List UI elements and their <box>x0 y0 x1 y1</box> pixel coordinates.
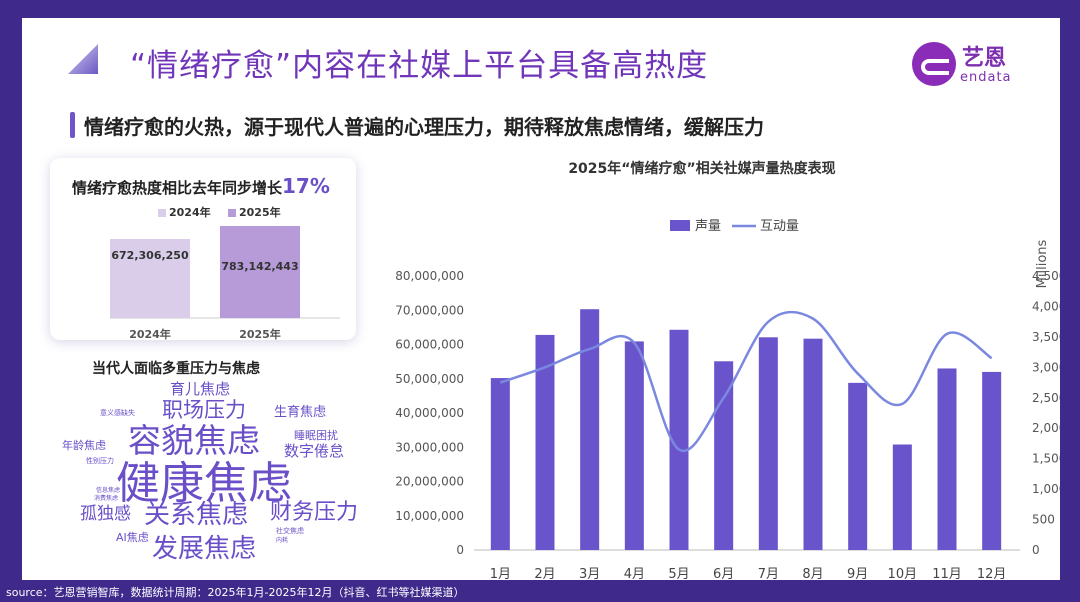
logo-cn-text: 艺恩 <box>962 46 1007 71</box>
volume-bar <box>490 378 510 550</box>
word-cloud-word: 财务压力 <box>270 500 359 525</box>
x-tick-label: 5月 <box>668 567 689 580</box>
y-right-tick-label: 2,000 <box>1032 421 1060 435</box>
growth-bar-chart: 672,306,250 2024年 783,142,443 2025年 <box>110 225 340 340</box>
legend-label-interaction: 互动量 <box>760 219 799 234</box>
word-cloud-word: 睡眠困扰 <box>294 429 338 442</box>
volume-bar <box>892 444 912 550</box>
y-right-tick-label: 4,500 <box>1032 269 1060 283</box>
y-right-tick-label: 2,500 <box>1032 391 1060 405</box>
volume-bar <box>624 341 644 550</box>
word-cloud-word: 职场压力 <box>162 398 246 422</box>
x-tick-label: 4月 <box>624 567 645 580</box>
word-cloud-word: 性别压力 <box>86 457 114 465</box>
volume-bar <box>714 361 734 550</box>
y-left-tick-label: 70,000,000 <box>395 303 464 317</box>
endata-e-icon <box>912 42 956 86</box>
word-cloud-word: 消费焦虑 <box>94 495 119 502</box>
word-cloud-word: AI焦虑 <box>116 531 149 544</box>
x-tick-label: 11月 <box>932 567 962 580</box>
volume-bar <box>848 382 868 550</box>
word-cloud-word: 健康焦虑 <box>116 458 292 509</box>
y-left-tick-label: 80,000,000 <box>395 269 464 283</box>
subtitle-accent-bar <box>70 112 75 138</box>
legend-swatch-2024 <box>158 209 166 217</box>
word-cloud-word: 信息焦虑 <box>96 487 121 494</box>
y-left-tick-label: 10,000,000 <box>395 509 464 523</box>
y-right-tick-label: 500 <box>1032 513 1055 527</box>
brand-logo: 艺恩 endata <box>912 38 1032 90</box>
word-cloud-word: 内耗 <box>276 537 289 544</box>
growth-card-title: 情绪疗愈热度相比去年同步增长17% <box>72 174 330 198</box>
growth-card: 情绪疗愈热度相比去年同步增长17% 2024年 2025年 672,306,25… <box>50 158 356 340</box>
y-left-tick-label: 60,000,000 <box>395 338 464 352</box>
volume-bar <box>758 337 778 550</box>
word-cloud-word: 孤独感 <box>80 504 131 524</box>
page-subtitle: 情绪疗愈的火热，源于现代人普遍的心理压力，期待释放焦虑情绪，缓解压力 <box>84 115 764 139</box>
growth-category-label: 2025年 <box>239 327 281 340</box>
volume-bar <box>669 329 689 550</box>
word-cloud-word: 容貌焦虑 <box>128 421 260 460</box>
x-tick-label: 1月 <box>490 567 511 580</box>
word-cloud-word: 社交焦虑 <box>276 527 304 535</box>
legend-label-2025: 2025年 <box>239 206 281 219</box>
x-tick-label: 9月 <box>847 567 868 580</box>
y-right-tick-label: 3,000 <box>1032 360 1060 374</box>
growth-bar <box>220 225 300 318</box>
y-right-tick-label: 0 <box>1032 543 1040 557</box>
legend-swatch-2025 <box>228 209 236 217</box>
x-tick-label: 8月 <box>802 567 823 580</box>
growth-category-label: 2024年 <box>129 327 171 340</box>
volume-bar <box>580 309 600 550</box>
y-left-tick-label: 50,000,000 <box>395 372 464 386</box>
growth-bar-value-label: 672,306,250 <box>111 249 189 262</box>
word-cloud-word: 生育焦虑 <box>274 405 327 420</box>
x-tick-label: 7月 <box>758 567 779 580</box>
word-cloud-word: 意义感缺失 <box>100 409 135 417</box>
y-right-tick-label: 1,000 <box>1032 482 1060 496</box>
y-left-tick-label: 30,000,000 <box>395 440 464 454</box>
legend-label-2024: 2024年 <box>169 206 211 219</box>
x-tick-label: 2月 <box>534 567 555 580</box>
volume-bar <box>982 371 1002 550</box>
word-cloud-word: 数字倦怠 <box>284 442 345 460</box>
x-tick-label: 10月 <box>888 567 918 580</box>
legend-swatch-volume <box>670 220 690 231</box>
source-footnote: source：艺恩营销智库，数据统计周期：2025年1月-2025年12月（抖音… <box>6 586 465 599</box>
y-right-axis-label: Millions <box>1035 239 1050 288</box>
word-cloud-word: 发展焦虑 <box>152 534 257 564</box>
interaction-line <box>499 310 993 453</box>
legend-2024: 2024年 <box>158 204 211 220</box>
corner-decoration <box>68 44 98 74</box>
volume-bar <box>535 334 555 550</box>
word-cloud-word: 育儿焦虑 <box>170 380 231 398</box>
x-tick-label: 6月 <box>713 567 734 580</box>
growth-bar <box>110 239 190 318</box>
y-right-tick-label: 4,000 <box>1032 299 1060 313</box>
x-tick-label: 12月 <box>977 567 1007 580</box>
y-right-tick-label: 3,500 <box>1032 330 1060 344</box>
growth-percent: 17% <box>282 174 330 198</box>
logo-en-text: endata <box>960 70 1012 85</box>
y-left-tick-label: 20,000,000 <box>395 475 464 489</box>
word-cloud: 育儿焦虑 意义感缺失 职场压力 生育焦虑 容貌焦虑 年龄焦虑 睡眠困扰 数字倦怠… <box>52 378 372 578</box>
growth-card-title-text: 情绪疗愈热度相比去年同步增长 <box>72 179 283 197</box>
word-cloud-title: 当代人面临多重压力与焦虑 <box>92 361 260 377</box>
y-left-tick-label: 40,000,000 <box>395 406 464 420</box>
legend-label-volume: 声量 <box>695 219 721 234</box>
growth-bar-value-label: 783,142,443 <box>221 260 298 273</box>
x-tick-label: 3月 <box>579 567 600 580</box>
y-right-tick-label: 1,500 <box>1032 452 1060 466</box>
word-cloud-word: 关系焦虑 <box>144 500 249 530</box>
y-left-tick-label: 0 <box>456 543 464 557</box>
main-combo-chart: 声量 互动量 0 10,000,000 20,000,000 30,000,000 40,0… <box>395 219 1060 580</box>
slide: “情绪疗愈”内容在社媒上平台具备高热度 艺恩 endata 情绪疗愈的火热，源于… <box>22 18 1060 580</box>
word-cloud-word: 年龄焦虑 <box>62 439 106 452</box>
volume-bar <box>937 368 957 550</box>
legend-2025: 2025年 <box>228 204 281 220</box>
page-title: “情绪疗愈”内容在社媒上平台具备高热度 <box>130 48 709 84</box>
main-chart-title: 2025年“情绪疗愈”相关社媒声量热度表现 <box>568 161 836 177</box>
volume-bar <box>803 338 823 550</box>
